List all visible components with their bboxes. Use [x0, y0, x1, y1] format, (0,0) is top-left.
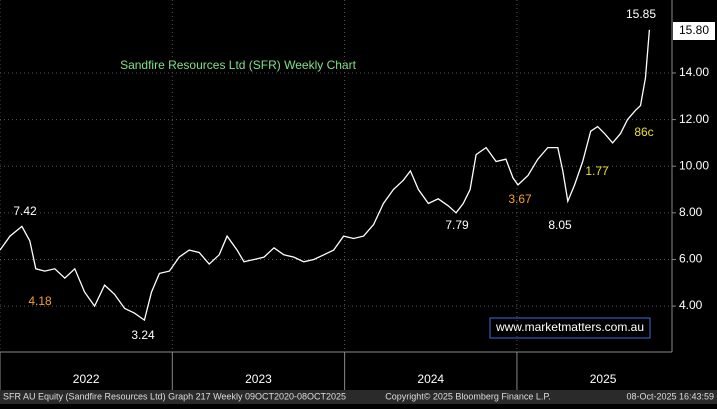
y-tick-label: 10.00	[679, 158, 709, 172]
x-tick-label: 2023	[245, 372, 272, 386]
annotation: 3.67	[508, 192, 532, 206]
y-tick-label: 8.00	[679, 205, 703, 219]
y-tick-label: 4.00	[679, 298, 703, 312]
chart-title: Sandfire Resources Ltd (SFR) Weekly Char…	[120, 58, 357, 72]
last-price-label: 15.80	[679, 23, 709, 37]
x-tick-label: 2025	[590, 372, 617, 386]
y-tick-label: 12.00	[679, 112, 709, 126]
price-line	[0, 29, 651, 322]
annotation: 3.24	[131, 328, 155, 342]
x-tick-label: 2024	[417, 372, 444, 386]
footer-left: SFR AU Equity (Sandfire Resources Ltd) G…	[3, 391, 346, 401]
annotation: 7.79	[445, 218, 469, 232]
watermark: www.marketmatters.com.au	[495, 320, 644, 334]
y-tick-label: 14.00	[679, 65, 709, 79]
annotation: 4.18	[28, 294, 52, 308]
annotation: 1.77	[585, 164, 609, 178]
last-price-box	[673, 22, 715, 41]
annotation: 86c	[634, 125, 653, 139]
annotation: 7.42	[13, 204, 37, 218]
watermark-box	[489, 317, 651, 339]
footer-right: 08-Oct-2025 16:43:59	[626, 391, 714, 401]
annotation: 8.05	[548, 218, 572, 232]
footer-bar	[0, 390, 717, 404]
annotation: 15.85	[626, 7, 656, 21]
x-tick-label: 2022	[73, 372, 100, 386]
footer-center: Copyright© 2025 Bloomberg Finance L.P.	[385, 391, 551, 401]
y-tick-label: 6.00	[679, 252, 703, 266]
